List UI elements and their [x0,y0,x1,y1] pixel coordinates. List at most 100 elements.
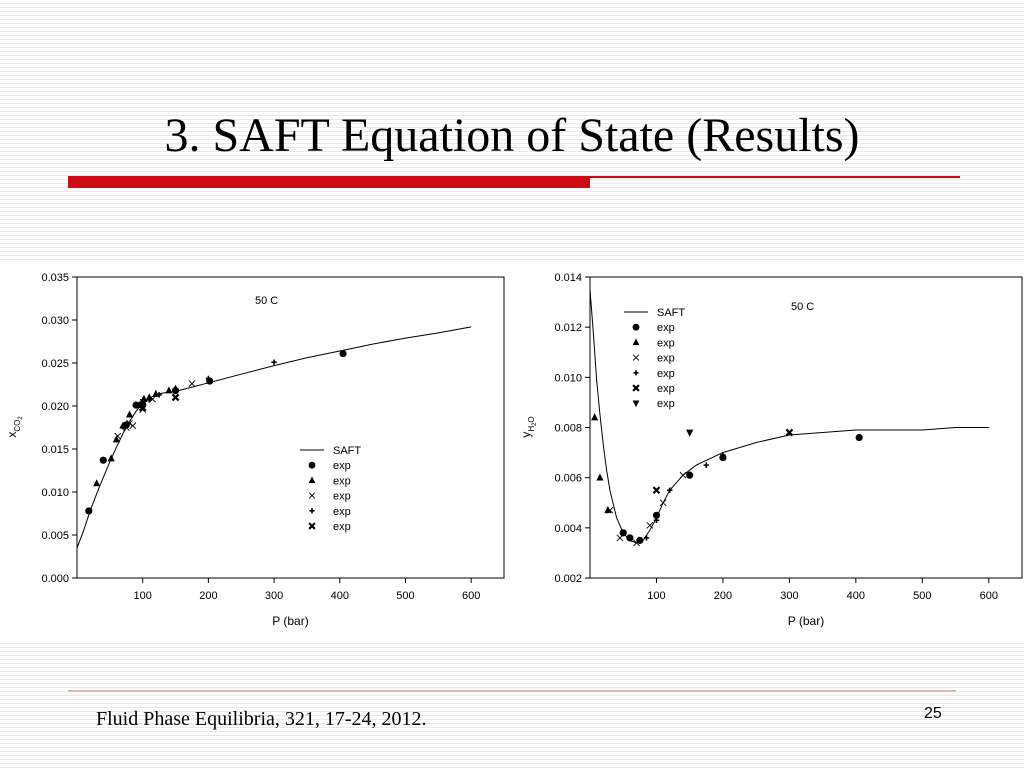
marker-circle [619,529,627,537]
marker-x-thin [188,380,196,388]
marker-circle [855,433,863,442]
legend-label: exp [333,521,351,533]
marker-x-bold [138,403,147,412]
marker-triangle-up [145,393,153,401]
marker-x-bold [308,522,316,530]
y-tick-label: 0.006 [554,473,582,485]
marker-circle [636,536,644,544]
marker-plus [643,535,650,541]
page-number: 25 [924,705,942,722]
legend-label: exp [657,353,675,365]
marker-plus [146,397,152,403]
title-accent-bar [68,176,590,188]
x-axis-label: P (bar) [272,614,308,628]
marker-x-bold [652,486,661,495]
legend-label: SAFT [657,307,685,319]
x-tick-label: 400 [331,590,349,602]
y-tick-label: 0.002 [554,573,582,585]
marker-x-thin [646,521,654,529]
marker-circle [308,461,316,469]
legend-label: exp [657,383,675,395]
y-axis-label-subsub: 2 [532,422,538,426]
marker-plus [633,370,639,376]
marker-x-bold [632,384,640,392]
y-tick-label: 0.015 [41,444,69,456]
marker-triangle-up [604,506,612,514]
marker-plus [271,359,277,365]
marker-x-thin [114,432,122,440]
legend-label: exp [657,322,675,334]
x-tick-label: 300 [780,590,798,602]
marker-plus [703,462,710,468]
marker-x-thin [616,534,624,542]
marker-triangle-up [112,435,121,443]
legend-label: exp [657,337,675,349]
x-tick-label: 100 [134,590,152,602]
y-tick-label: 0.010 [554,372,582,384]
y-tick-label: 0.030 [41,315,69,327]
x-tick-label: 400 [847,590,865,602]
chart-1: 0.000 0.005 0.010 0.015 0.020 0.025 0.030 0.035… [5,272,505,628]
footer-rule [68,690,956,692]
marker-triangle-up [107,454,115,462]
y-axis-label-subsub: 2 [18,416,24,420]
marker-triangle-up [93,479,101,487]
marker-x-bold [785,428,794,437]
y-axis-label-main: x [5,432,19,438]
legend: SAFT exp exp exp exp exp exp [624,307,685,410]
marker-plus [120,423,126,430]
marker-x-thin [129,422,137,430]
x-tick-label: 500 [396,590,414,602]
title-accent-line [590,176,960,178]
marker-x-thin [606,506,614,514]
marker-circle [632,323,640,331]
x-tick-label: 200 [714,590,732,602]
x-tick-label: 100 [647,590,665,602]
marker-x-bold [171,393,180,402]
legend-label: exp [657,398,675,410]
y-axis-label-main: y [519,432,533,438]
marker-triangle-up [165,386,173,394]
marker-plus [139,397,146,403]
marker-x-thin [139,406,147,413]
marker-circle [652,511,661,519]
y-tick-label: 0.014 [554,272,582,284]
legend: SAFT exp exp exp exp exp [300,445,361,533]
marker-plus [205,375,212,382]
y-axis-label-tail: O [527,416,536,422]
marker-x-thin [659,499,667,507]
marker-plus [653,517,660,524]
marker-triangle-up [591,413,599,421]
y-tick-label: 0.005 [41,530,69,542]
y-tick-label: 0.020 [41,401,69,413]
marker-circle [339,349,347,358]
y-tick-label: 0.012 [554,322,582,334]
marker-triangle-up [632,338,640,346]
y-tick-label: 0.000 [41,573,69,585]
marker-x-thin [149,395,156,403]
legend-label: exp [657,368,675,380]
marker-x-thin [126,419,133,427]
y-tick-label: 0.008 [554,423,582,435]
marker-circle [686,471,694,479]
marker-plus [667,487,673,493]
marker-plus [627,535,633,541]
legend-label: exp [333,491,351,503]
marker-x-thin [679,471,687,479]
marker-circle [85,507,93,515]
marker-x-thin [122,424,130,431]
marker-plus [156,392,162,398]
marker-plus [309,508,315,514]
chart-2: 0.002 0.004 0.006 0.008 0.010 0.012 0.014 100 20… [519,272,1023,628]
x-tick-label: 500 [913,590,931,602]
y-axis-label: yH2O [519,416,538,437]
legend-label: exp [333,460,351,472]
marker-triangle-up [125,410,134,418]
marker-triangle-up [308,476,316,484]
marker-circle [99,456,107,464]
y-tick-label: 0.035 [41,272,69,284]
marker-plus [720,452,726,458]
slide-title: 3. SAFT Equation of State (Results) [164,109,860,162]
chart-annotation: 50 C [255,295,278,307]
y-tick-label: 0.004 [554,523,582,535]
